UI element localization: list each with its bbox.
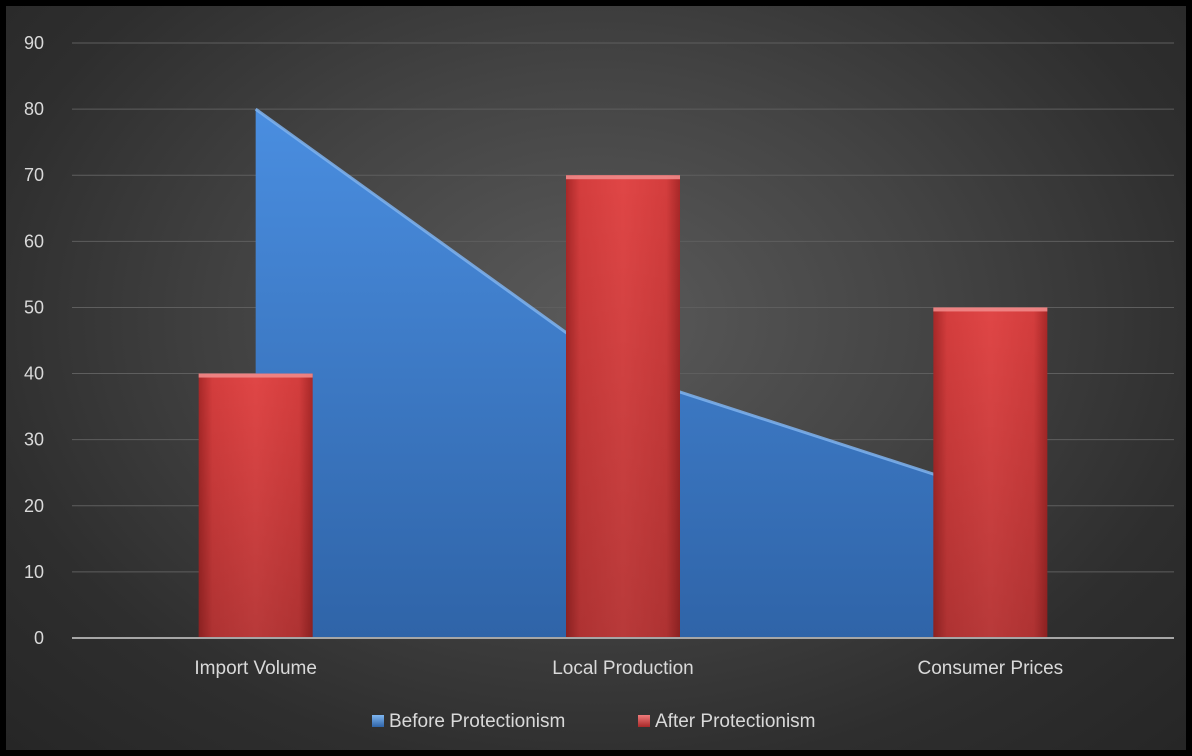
y-tick-label: 50 [24, 297, 44, 317]
legend-item-0: Before Protectionism [372, 711, 565, 732]
y-axis: 0 10 20 30 40 50 60 70 80 90 [24, 33, 44, 648]
y-tick-label: 30 [24, 430, 44, 450]
legend: Before Protectionism After Protectionism [372, 711, 816, 732]
chart-frame: 0 10 20 30 40 50 60 70 80 90 Import Volume Local P… [6, 6, 1186, 750]
x-category-label: Local Production [552, 658, 694, 679]
bar-shade [198, 373, 313, 638]
y-tick-label: 20 [24, 496, 44, 516]
y-tick-label: 90 [24, 33, 44, 53]
bar-shade [933, 307, 1048, 638]
bar-top-highlight [566, 175, 680, 180]
bar-series-after [198, 175, 1048, 638]
y-tick-label: 0 [34, 628, 44, 648]
legend-swatch-before-protectionism [372, 715, 384, 727]
y-tick-label: 60 [24, 231, 44, 251]
y-tick-label: 70 [24, 165, 44, 185]
y-tick-label: 80 [24, 99, 44, 119]
y-tick-label: 40 [24, 364, 44, 384]
legend-swatch-after-protectionism [638, 715, 650, 727]
bar-shade [566, 175, 680, 638]
chart-svg: 0 10 20 30 40 50 60 70 80 90 Import Volume Local P… [24, 33, 1174, 732]
bar-after-protectionism-2 [933, 307, 1048, 638]
bar-after-protectionism-0 [198, 373, 313, 638]
x-category-label: Consumer Prices [917, 658, 1063, 679]
legend-item-1: After Protectionism [638, 711, 816, 732]
bar-top-highlight [198, 373, 313, 378]
y-tick-label: 10 [24, 562, 44, 582]
legend-label: After Protectionism [655, 711, 816, 732]
x-axis: Import Volume Local Production Consumer Pr… [194, 658, 1063, 679]
bar-after-protectionism-1 [566, 175, 680, 638]
x-category-label: Import Volume [194, 658, 317, 679]
legend-label: Before Protectionism [389, 711, 565, 732]
bar-top-highlight [933, 307, 1048, 312]
